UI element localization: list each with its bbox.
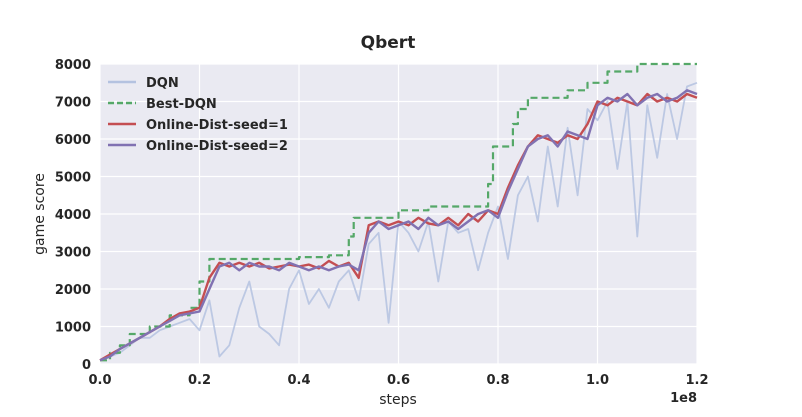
legend-label: DQN [146, 76, 179, 91]
x-tick-label: 0.4 [287, 373, 310, 388]
y-tick-label: 4000 [55, 208, 91, 223]
y-tick-label: 6000 [55, 133, 91, 148]
legend-label: Best-DQN [146, 97, 217, 112]
y-tick-label: 7000 [55, 96, 91, 111]
series-line-online-dist-seed-1 [99, 92, 698, 362]
legend: DQN Best-DQN Online-Dist-seed=1 Online-Dist… [108, 76, 288, 154]
y-tick-label: 0 [82, 358, 91, 373]
x-tick-label: 0.0 [88, 373, 111, 388]
x-tick-label: 0.2 [188, 373, 211, 388]
series-line-online-dist-seed-2 [99, 89, 698, 362]
x-ticks: 0.0 0.2 0.4 0.6 0.8 1.0 1.2 [88, 373, 708, 388]
y-axis-label: game score [32, 173, 48, 255]
x-tick-label: 0.8 [486, 373, 509, 388]
y-tick-label: 3000 [55, 246, 91, 261]
legend-label: Online-Dist-seed=2 [146, 139, 288, 154]
y-tick-label: 8000 [55, 58, 91, 73]
y-tick-label: 5000 [55, 171, 91, 186]
y-tick-label: 2000 [55, 283, 91, 298]
chart-title: Qbert [361, 33, 416, 53]
y-tick-label: 1000 [55, 321, 91, 336]
y-ticks: 0 1000 2000 3000 4000 5000 6000 7000 8000 [55, 58, 91, 373]
series-line-best-dqn [100, 62, 697, 362]
x-tick-label: 0.6 [387, 373, 410, 388]
x-tick-label: 1.0 [586, 373, 609, 388]
x-tick-label: 1.2 [685, 373, 708, 388]
x-axis-offset-label: 1e8 [670, 391, 697, 406]
legend-label: Online-Dist-seed=1 [146, 118, 288, 133]
series-layer [99, 62, 698, 362]
x-axis-label: steps [379, 392, 417, 408]
